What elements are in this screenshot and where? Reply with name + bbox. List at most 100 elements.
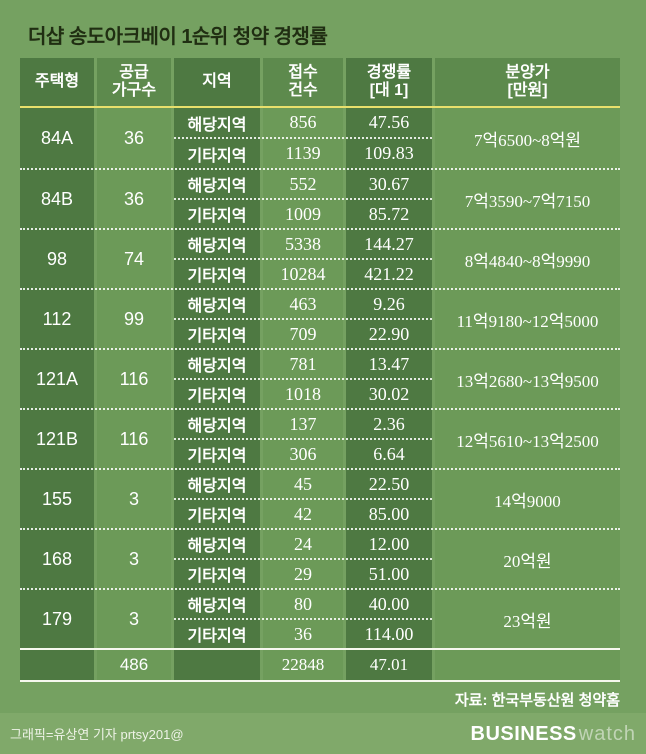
applications-cell: 137 bbox=[289, 413, 317, 434]
region-row: 기타지역 1009 85.72 bbox=[174, 198, 432, 228]
total-supply-cell: 486 bbox=[97, 650, 171, 680]
supply-count-cell: 3 bbox=[128, 548, 139, 569]
region-label-cell: 기타지역 bbox=[187, 147, 247, 165]
region-label-cell: 해당지역 bbox=[187, 538, 247, 555]
table-body: 84A 36 해당지역 856 47.56 기타지역 1139 109.83 bbox=[20, 108, 620, 648]
region-label-cell: 기타지역 bbox=[187, 448, 247, 465]
region-row: 해당지역 137 2.36 bbox=[174, 410, 432, 438]
applications-cell: 552 bbox=[289, 173, 317, 194]
table-row-group-84A: 84A 36 해당지역 856 47.56 기타지역 1139 109.83 bbox=[20, 108, 620, 168]
supply-count-cell: 99 bbox=[123, 308, 145, 329]
applications-cell: 24 bbox=[294, 533, 312, 554]
table-row-group-121A: 121A 116 해당지역 781 13.47 기타지역 1018 30.02 bbox=[20, 348, 620, 408]
rate-cell: 144.27 bbox=[364, 233, 414, 254]
applications-cell: 36 bbox=[294, 623, 312, 644]
rate-cell: 47.56 bbox=[368, 112, 410, 132]
region-label-cell: 해당지역 bbox=[187, 116, 247, 134]
rate-cell: 40.00 bbox=[368, 593, 410, 614]
table-row-group-112: 112 99 해당지역 463 9.26 기타지역 709 22.90 bbox=[20, 288, 620, 348]
stripe-supply-count bbox=[97, 108, 171, 648]
applications-cell: 709 bbox=[289, 323, 317, 344]
region-row: 기타지역 36 114.00 bbox=[174, 618, 432, 648]
region-row: 해당지역 80 40.00 bbox=[174, 590, 432, 618]
region-subtable: 해당지역 781 13.47 기타지역 1018 30.02 bbox=[174, 350, 432, 408]
footer-bar: 그래픽=유상연 기자 prtsy201@ BUSINESS watch bbox=[0, 713, 646, 754]
region-row: 해당지역 5338 144.27 bbox=[174, 230, 432, 258]
page-title: 더샵 송도아크베이 1순위 청약 경쟁률 bbox=[28, 26, 328, 48]
rate-cell: 85.72 bbox=[368, 203, 410, 224]
region-row: 기타지역 10284 421.22 bbox=[174, 258, 432, 288]
region-label-cell: 기타지역 bbox=[187, 328, 247, 345]
supply-count-cell: 36 bbox=[123, 188, 145, 209]
table-row-group-121B: 121B 116 해당지역 137 2.36 기타지역 306 6.64 bbox=[20, 408, 620, 468]
total-top-line bbox=[20, 648, 620, 650]
region-row: 해당지역 24 12.00 bbox=[174, 530, 432, 558]
businesswatch-logo: BUSINESS watch bbox=[471, 724, 637, 744]
header-housing-type: 주택형 bbox=[20, 58, 94, 106]
competition-table: 주택형 공급 가구수 지역 접수 건수 경쟁률 [대 1] 분양가 [만원] 8… bbox=[20, 58, 620, 710]
applications-cell: 45 bbox=[294, 473, 312, 494]
region-row: 해당지역 552 30.67 bbox=[174, 170, 432, 198]
region-subtable: 해당지역 463 9.26 기타지역 709 22.90 bbox=[174, 290, 432, 348]
price-cell: 20억원 bbox=[503, 551, 552, 571]
total-empty-cell bbox=[20, 650, 94, 680]
region-label-cell: 기타지역 bbox=[187, 388, 247, 405]
housing-type-cell: 121A bbox=[35, 368, 79, 389]
region-label-cell: 해당지역 bbox=[187, 298, 247, 315]
rate-cell: 12.00 bbox=[368, 533, 410, 554]
supply-count-cell: 116 bbox=[119, 428, 149, 449]
applications-cell: 42 bbox=[294, 503, 312, 524]
table-row-group-179: 179 3 해당지역 80 40.00 기타지역 36 114.00 bbox=[20, 588, 620, 648]
price-cell: 11억9180~12억5000 bbox=[456, 311, 599, 331]
region-row: 기타지역 709 22.90 bbox=[174, 318, 432, 348]
total-rate-cell: 47.01 bbox=[346, 650, 432, 680]
region-row: 기타지역 1139 109.83 bbox=[174, 137, 432, 168]
rate-cell: 421.22 bbox=[364, 263, 414, 284]
graphic-credit: 그래픽=유상연 기자 prtsy201@ bbox=[10, 727, 184, 742]
applications-cell: 80 bbox=[294, 593, 312, 614]
table-row-group-98: 98 74 해당지역 5338 144.27 기타지역 10284 421.22 bbox=[20, 228, 620, 288]
rate-cell: 9.26 bbox=[373, 293, 405, 314]
region-row: 해당지역 463 9.26 bbox=[174, 290, 432, 318]
rate-cell: 6.64 bbox=[373, 443, 405, 464]
applications-cell: 5338 bbox=[285, 233, 321, 254]
housing-type-cell: 168 bbox=[41, 548, 73, 569]
housing-type-cell: 98 bbox=[46, 248, 68, 269]
table-row-group-168: 168 3 해당지역 24 12.00 기타지역 29 51.00 bbox=[20, 528, 620, 588]
region-subtable: 해당지역 45 22.50 기타지역 42 85.00 bbox=[174, 470, 432, 528]
price-cell: 7억3590~7억7150 bbox=[464, 191, 591, 211]
region-label-cell: 해당지역 bbox=[187, 598, 247, 615]
region-subtable: 해당지역 5338 144.27 기타지역 10284 421.22 bbox=[174, 230, 432, 288]
region-row: 해당지역 856 47.56 bbox=[174, 108, 432, 137]
price-cell: 7억6500~8억원 bbox=[473, 130, 582, 150]
region-label-cell: 해당지역 bbox=[187, 478, 247, 495]
applications-cell: 856 bbox=[289, 112, 317, 132]
supply-count-cell: 74 bbox=[123, 248, 145, 269]
header-price: 분양가 [만원] bbox=[435, 58, 620, 106]
supply-count-cell: 3 bbox=[128, 608, 139, 629]
applications-cell: 1018 bbox=[285, 383, 321, 404]
rate-cell: 109.83 bbox=[364, 143, 414, 163]
region-label-cell: 기타지역 bbox=[187, 208, 247, 225]
price-cell: 8억4840~8억9990 bbox=[464, 251, 591, 271]
total-empty-cell bbox=[174, 650, 260, 680]
rate-cell: 114.00 bbox=[364, 623, 414, 644]
region-row: 기타지역 306 6.64 bbox=[174, 438, 432, 468]
stripe-housing-type bbox=[20, 108, 94, 648]
housing-type-cell: 179 bbox=[41, 608, 73, 629]
region-row: 해당지역 45 22.50 bbox=[174, 470, 432, 498]
price-cell: 13억2680~13억9500 bbox=[456, 371, 599, 391]
region-subtable: 해당지역 137 2.36 기타지역 306 6.64 bbox=[174, 410, 432, 468]
rate-cell: 2.36 bbox=[373, 413, 405, 434]
housing-type-cell: 84A bbox=[40, 127, 74, 148]
housing-type-cell: 112 bbox=[42, 308, 72, 329]
table-row-group-155: 155 3 해당지역 45 22.50 기타지역 42 85.00 bbox=[20, 468, 620, 528]
region-row: 기타지역 29 51.00 bbox=[174, 558, 432, 588]
region-subtable: 해당지역 552 30.67 기타지역 1009 85.72 bbox=[174, 170, 432, 228]
logo-business-text: BUSINESS bbox=[470, 722, 577, 745]
row-groups: 84A 36 해당지역 856 47.56 기타지역 1139 109.83 bbox=[20, 108, 620, 648]
region-subtable: 해당지역 24 12.00 기타지역 29 51.00 bbox=[174, 530, 432, 588]
rate-cell: 22.90 bbox=[368, 323, 410, 344]
rate-cell: 85.00 bbox=[368, 503, 410, 524]
